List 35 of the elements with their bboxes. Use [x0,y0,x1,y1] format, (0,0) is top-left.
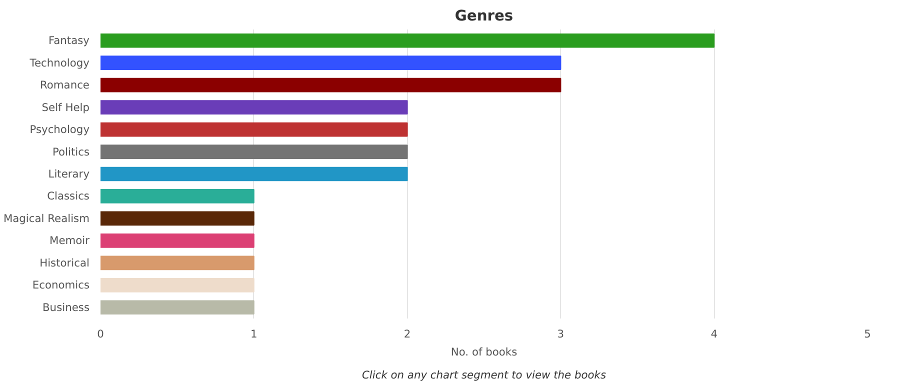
bar [100,256,254,270]
bar [100,234,254,248]
y-tick-label: Fantasy [48,34,90,48]
y-tick-label: Self Help [42,100,90,114]
y-tick-label: Politics [52,145,90,158]
x-tick-label: 3 [557,328,564,340]
bar [100,166,408,182]
bar [100,211,254,226]
y-tick-label: Business [42,300,90,314]
y-tick-label: Historical [40,256,90,270]
x-tick-label: 5 [864,328,871,340]
chart-title: Genres [454,8,514,24]
bar [100,78,562,92]
y-tick-label: Memoir [50,234,90,248]
x-axis-title: No. of books [450,346,518,358]
y-tick-label: Classics [47,190,90,203]
bar [100,33,715,48]
y-tick-label: Economics [32,278,90,292]
y-tick-label: Romance [40,78,90,92]
x-tick-label: 0 [97,328,104,340]
x-tick-label: 2 [404,328,411,340]
y-tick-label: Literary [48,168,90,180]
text: Click on any chart segment to view the books [362,368,606,382]
bar [100,278,254,292]
bar [100,144,408,159]
y-tick-label: Technology [28,56,90,70]
bar [100,100,408,114]
x-tick-label: 1 [250,328,258,340]
bar [100,56,562,70]
bar [100,122,408,137]
bar [100,300,254,315]
bar [100,189,254,204]
y-tick-label: Psychology [30,123,90,136]
x-tick-label: 4 [710,328,718,340]
y-tick-label: Magical Realism [3,212,90,225]
